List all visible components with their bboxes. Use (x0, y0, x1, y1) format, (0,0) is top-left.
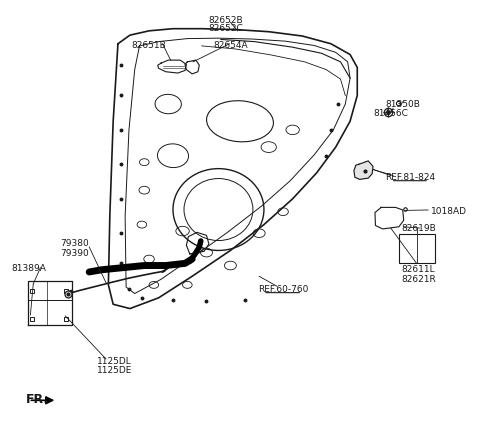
Text: 1125DE: 1125DE (97, 366, 132, 375)
Text: FR.: FR. (25, 393, 48, 406)
Text: 79380: 79380 (60, 239, 89, 248)
Text: REF.60-760: REF.60-760 (258, 285, 308, 294)
Text: 82619B: 82619B (401, 224, 436, 233)
Text: 81389A: 81389A (11, 264, 46, 273)
Text: 82654A: 82654A (213, 41, 248, 51)
Text: 81350B: 81350B (385, 99, 420, 108)
Text: 1018AD: 1018AD (432, 207, 468, 216)
Text: 81456C: 81456C (373, 109, 408, 118)
Bar (399, 234, 435, 264)
Text: 82621R: 82621R (401, 275, 436, 284)
Text: 82652C: 82652C (208, 24, 243, 33)
Text: 1125DL: 1125DL (97, 356, 132, 365)
Text: 82652B: 82652B (208, 16, 243, 25)
Text: 79390: 79390 (60, 249, 89, 258)
Text: 82651B: 82651B (132, 41, 167, 51)
Polygon shape (354, 161, 373, 179)
Text: 82611L: 82611L (402, 265, 435, 274)
Text: REF.81-824: REF.81-824 (385, 173, 435, 182)
